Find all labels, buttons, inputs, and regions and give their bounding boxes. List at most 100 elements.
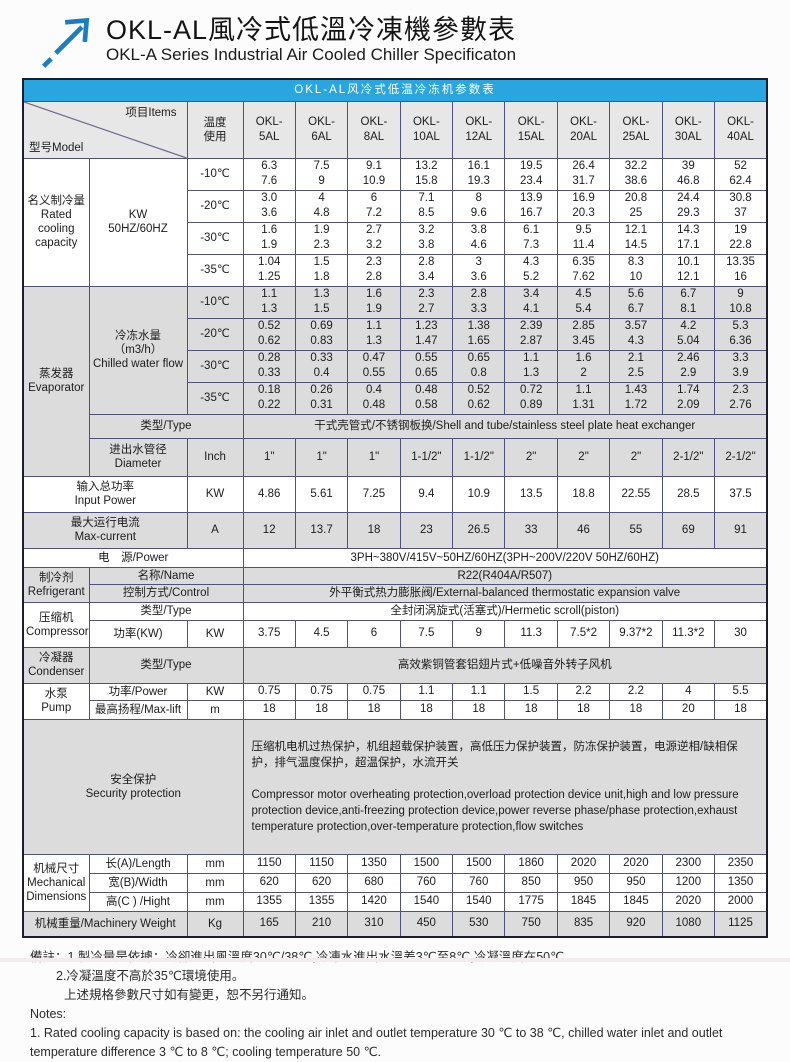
value-cell: 1": [348, 438, 400, 476]
temp-label: -10℃: [187, 158, 243, 190]
compressor-type-label: 类型/Type: [89, 602, 243, 620]
model-column-header: OKL-12AL: [453, 101, 505, 158]
value-cell: 1": [295, 438, 347, 476]
value-cell: 18.8: [557, 476, 609, 512]
temp-label: -35℃: [187, 382, 243, 414]
value-cell: 760: [400, 873, 452, 892]
value-cell: 46: [557, 512, 609, 548]
model-column-header: OKL-40AL: [715, 101, 767, 158]
value-cell: 210: [295, 911, 347, 937]
temp-label: -20℃: [187, 190, 243, 222]
value-cell: 7.5*2: [557, 620, 609, 647]
temp-usage-header: 温度 使用: [187, 101, 243, 158]
page-title: OKL-AL風冷式低溫冷凍機參數表: [106, 8, 516, 47]
value-cell: 450: [400, 911, 452, 937]
value-cell: 2000: [715, 892, 767, 911]
value-cell: 28.5: [662, 476, 714, 512]
value-cell: 2020: [662, 892, 714, 911]
value-cell: 850: [505, 873, 557, 892]
page-header: OKL-AL風冷式低溫冷凍機參數表 OKL-A Series Industria…: [0, 0, 790, 78]
length-unit: mm: [187, 854, 243, 873]
value-cell: 1350: [348, 854, 400, 873]
value-cell: 0.75: [295, 683, 347, 700]
evaporator-type-row: 类型/Type 干式壳管式/不锈钢板换/Shell and tube/stain…: [23, 414, 767, 438]
width-label: 宽(B)/Width: [89, 873, 187, 892]
security-text: 压缩机电机过热保护，机组超载保护装置，高低压力保护装置，防冻保护装置，电源逆相/…: [243, 719, 767, 854]
security-row: 安全保护 Security protection 压缩机电机过热保护，机组超载保…: [23, 719, 767, 854]
page-edge-strip: [0, 958, 790, 962]
value-cell: 1-1/2": [400, 438, 452, 476]
condenser-type-label: 类型/Type: [89, 647, 243, 683]
note-line-en-title: Notes:: [30, 1005, 760, 1024]
corner-model-label: 型号Model: [29, 141, 83, 155]
dimension-length-row: 机械尺寸 Mechanical Dimensions 长(A)/Length m…: [23, 854, 767, 873]
model-column-header: OKL-30AL: [662, 101, 714, 158]
value-cell: 2-1/2": [662, 438, 714, 476]
value-cell: 23: [400, 512, 452, 548]
value-cell: 18: [348, 700, 400, 719]
value-cell: 11.3: [505, 620, 557, 647]
note-line-zh3: 上述規格參數尺寸如有變更，恕不另行通知。: [30, 986, 760, 1005]
note-line-zh2: 2.冷凝溫度不高於35℃環境使用。: [30, 967, 760, 986]
value-cell: 2": [557, 438, 609, 476]
model-column-header: OKL-15AL: [505, 101, 557, 158]
value-cell: 1.5: [505, 683, 557, 700]
value-cell: 1420: [348, 892, 400, 911]
value-cell: 530: [453, 911, 505, 937]
input-power-label: 输入总功率 Input Power: [23, 476, 187, 512]
value-cell: 1540: [400, 892, 452, 911]
value-cell: 55: [610, 512, 662, 548]
value-cell: 12: [243, 512, 295, 548]
temp-label: -10℃: [187, 286, 243, 318]
height-label: 高(C ) /Hight: [89, 892, 187, 911]
condenser-type-value: 高效紫铜管套铝翅片式+低噪音外转子风机: [243, 647, 767, 683]
section-label-cooling: 名义制冷量 Rated cooling capacity: [23, 158, 89, 286]
model-column-header: OKL-8AL: [348, 101, 400, 158]
value-cell: 69: [662, 512, 714, 548]
compressor-power-unit: KW: [187, 620, 243, 647]
model-column-header: OKL-20AL: [557, 101, 609, 158]
cooling-row: 名义制冷量 Rated cooling capacity KW 50HZ/60H…: [23, 158, 767, 190]
diameter-row: 进出水管径 Diameter Inch 1"1"1"1-1/2"1-1/2"2"…: [23, 438, 767, 476]
value-cell: 18: [715, 700, 767, 719]
value-cell: 5.61: [295, 476, 347, 512]
value-cell: 1": [243, 438, 295, 476]
value-cell: 3.75: [243, 620, 295, 647]
power-supply-row: 电 源/Power 3PH~380V/415V~50HZ/60HZ(3PH~20…: [23, 548, 767, 567]
refrigerant-control-value: 外平衡式热力膨胀阀/External-balanced thermostatic…: [243, 584, 767, 602]
evaporator-row: 蒸发器 Evaporator 冷冻水量（m3/h） Chilled water …: [23, 286, 767, 318]
value-cell: 22.55: [610, 476, 662, 512]
value-cell: 1.1: [453, 683, 505, 700]
value-cell: 91: [715, 512, 767, 548]
